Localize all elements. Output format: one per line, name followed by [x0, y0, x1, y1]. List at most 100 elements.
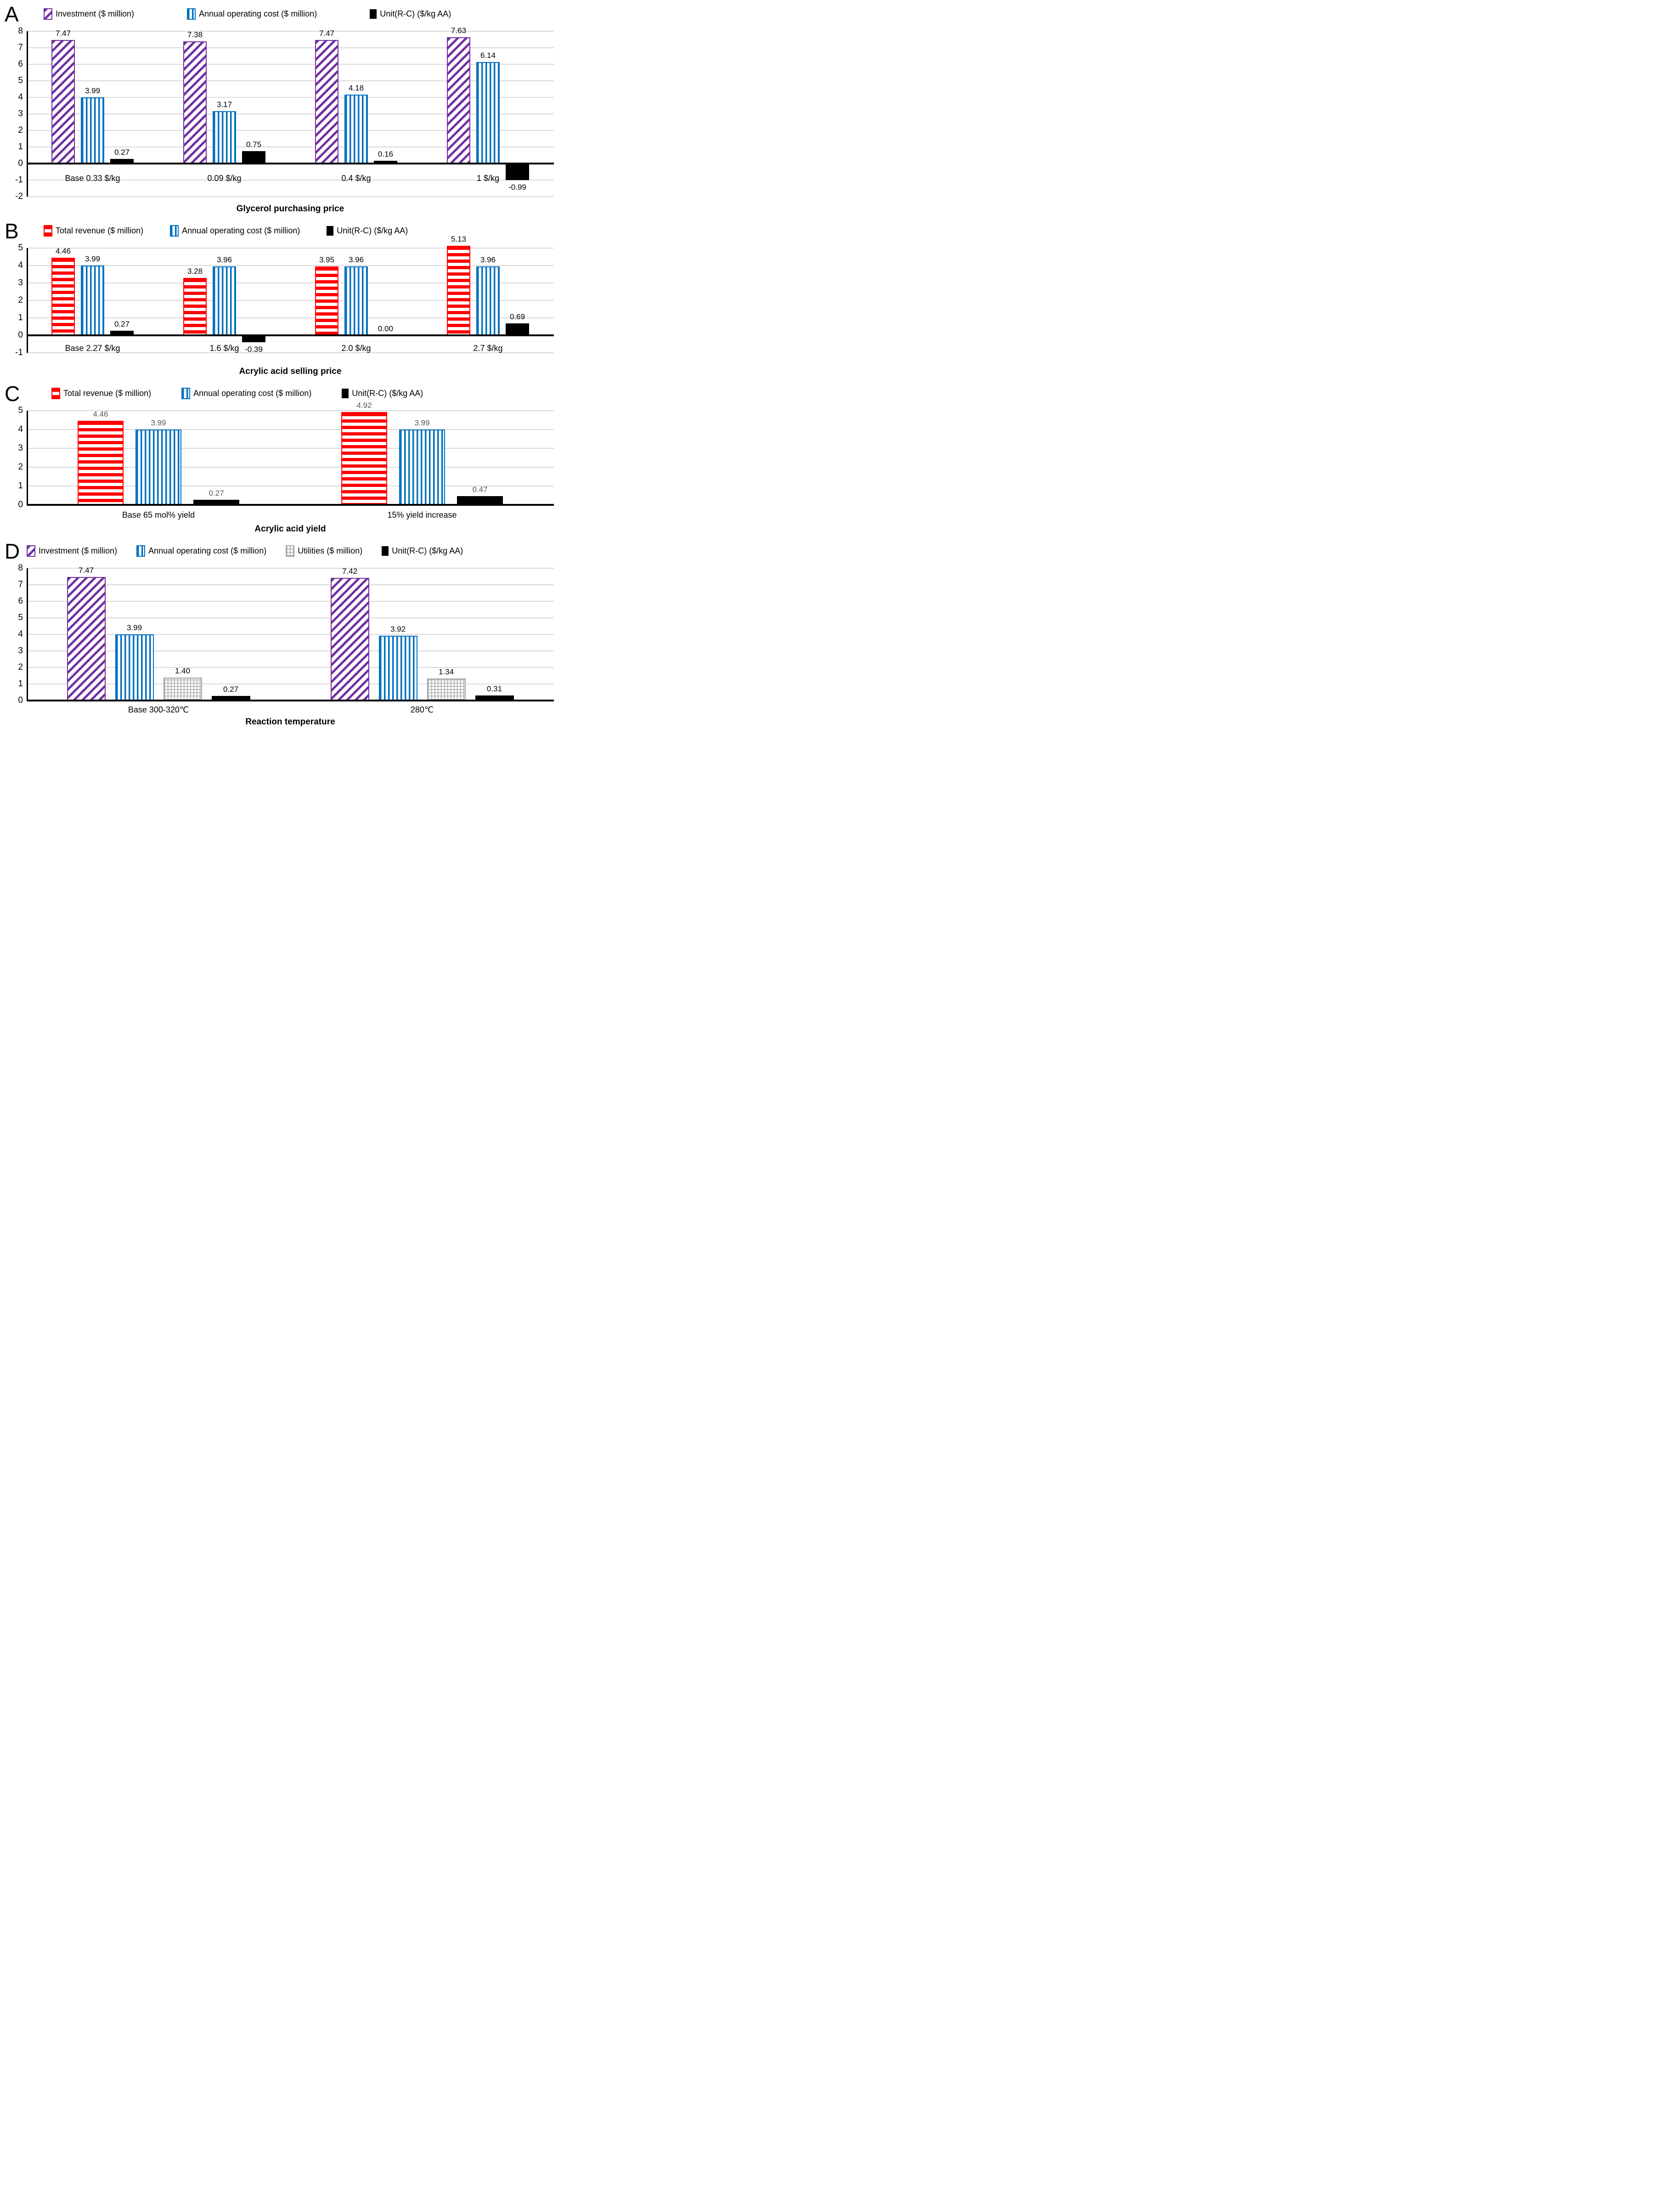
legend-item: Annual operating cost ($ million) — [136, 545, 266, 557]
y-axis-tick-label: 3 — [18, 443, 23, 453]
bar-value-label: 3.99 — [126, 623, 142, 633]
y-axis-tick-label: 0 — [18, 330, 23, 340]
y-axis-tick-label: 0 — [18, 500, 23, 509]
x-axis-category-label: 280℃ — [410, 705, 434, 714]
x-axis-line — [27, 504, 554, 506]
bar-blue-vertical-stripes — [81, 97, 104, 164]
bar-value-label: 0.27 — [114, 319, 130, 328]
gridline — [27, 429, 554, 430]
gridline — [27, 448, 554, 449]
legend-label: Unit(R-C) ($/kg AA) — [337, 226, 408, 235]
bar-value-label: 6.14 — [480, 51, 496, 60]
gridline — [27, 317, 554, 318]
bar-value-label: 3.96 — [348, 255, 364, 264]
gridline — [27, 130, 554, 131]
y-axis-tick-label: 4 — [18, 424, 23, 434]
gridline — [27, 31, 554, 32]
gridline — [27, 47, 554, 48]
y-axis-tick-label: -1 — [15, 348, 23, 357]
legend-item: Total revenue ($ million) — [44, 225, 143, 237]
black-solid-legend-swatch-icon — [327, 226, 334, 236]
bar-black-solid — [475, 695, 514, 701]
bar-blue-vertical-stripes — [344, 94, 368, 164]
y-axis-line — [27, 411, 28, 505]
bar-purple-diagonal-hatch — [183, 41, 207, 164]
x-axis-category-label: 15% yield increase — [387, 510, 457, 520]
legend-label: Investment ($ million) — [56, 9, 135, 18]
bar-value-label: 3.92 — [390, 624, 406, 633]
bar-black-solid — [506, 164, 529, 180]
y-axis-tick-label: 3 — [18, 109, 23, 119]
bar-value-label: 1.40 — [175, 666, 191, 675]
panel-header: A Investment ($ million) Annual operating … — [0, 3, 560, 31]
legend: Total revenue ($ million) Annual operatin… — [51, 388, 423, 399]
bar-red-horizontal-stripes — [51, 257, 75, 335]
bar-purple-diagonal-hatch — [330, 577, 369, 701]
bar-black-solid — [110, 330, 134, 335]
plot-area: 8 7 6 5 4 3 2 1 0 -1 -2 7.47 7.38 7.47 7.63 3.99 3.17 4.1… — [15, 26, 554, 201]
legend-label: Unit(R-C) ($/kg AA) — [380, 9, 451, 18]
gridline — [27, 601, 554, 602]
blue-vertical-stripes-legend-swatch-icon — [181, 388, 191, 399]
gridline — [27, 64, 554, 65]
y-axis-tick-label: 6 — [18, 59, 23, 69]
bar-value-label: 7.38 — [187, 30, 203, 40]
bar-gray-grid — [163, 677, 202, 701]
y-axis-tick-label: 7 — [18, 43, 23, 52]
x-axis-category-label: 0.09 $/kg — [207, 174, 242, 183]
bar-black-solid — [110, 159, 134, 164]
plot-area-wrapper: 8 7 6 5 4 3 2 1 0 -1 -2 7.47 7.38 7.47 7.63 3.99 3.17 4.1… — [15, 26, 554, 214]
bar-value-label: 3.28 — [187, 267, 203, 276]
bar-black-solid — [374, 161, 397, 164]
gridline — [27, 97, 554, 98]
legend-label: Utilities ($ million) — [298, 546, 363, 555]
legend: Investment ($ million) Annual operating c… — [44, 8, 451, 20]
bar-blue-vertical-stripes — [344, 266, 368, 335]
y-axis-line — [27, 31, 28, 197]
bar-value-label: 7.63 — [451, 26, 467, 35]
blue-vertical-stripes-legend-swatch-icon — [170, 225, 179, 237]
bar-blue-vertical-stripes — [476, 62, 500, 164]
bar-black-solid — [506, 323, 529, 335]
gray-grid-legend-swatch-icon — [286, 545, 295, 557]
y-axis-line — [27, 248, 28, 353]
legend-item: Investment ($ million) — [27, 545, 117, 557]
legend-item: Unit(R-C) ($/kg AA) — [342, 389, 423, 398]
bar-black-solid — [211, 696, 250, 701]
bar-value-label: 7.47 — [55, 29, 71, 38]
y-axis-tick-label: 2 — [18, 662, 23, 672]
red-horizontal-stripes-legend-swatch-icon — [44, 225, 52, 237]
bar-blue-vertical-stripes — [378, 635, 417, 701]
bar-value-label: 0.27 — [209, 488, 224, 497]
bar-blue-vertical-stripes — [476, 266, 500, 335]
black-solid-legend-swatch-icon — [370, 9, 377, 19]
bar-purple-diagonal-hatch — [447, 37, 470, 164]
bar-red-horizontal-stripes — [341, 412, 387, 505]
plot-area-wrapper: 5 4 3 2 1 0 -1 4.46 3.28 3.95 5.13 3.99 3.96 3.96 3.96… — [15, 235, 554, 377]
legend-item: Annual operating cost ($ million) — [170, 225, 300, 237]
legend-item: Annual operating cost ($ million) — [181, 388, 311, 399]
bar-blue-vertical-stripes — [399, 430, 445, 505]
legend-label: Annual operating cost ($ million) — [193, 389, 312, 398]
bar-red-horizontal-stripes — [447, 246, 470, 335]
y-axis-tick-label: 5 — [18, 243, 23, 253]
black-solid-legend-swatch-icon — [382, 546, 389, 556]
y-axis-tick-label: 2 — [18, 295, 23, 305]
panel-c: C Total revenue ($ million) Annual operati… — [0, 379, 560, 534]
bar-value-label: 0.27 — [223, 685, 239, 694]
x-axis-category-label: 2.7 $/kg — [473, 344, 503, 353]
bar-red-horizontal-stripes — [315, 266, 338, 335]
y-axis-tick-label: 1 — [18, 481, 23, 491]
legend-label: Investment ($ million) — [39, 546, 118, 555]
y-axis-tick-label: 4 — [18, 629, 23, 639]
gridline — [27, 196, 554, 197]
bar-value-label: 3.17 — [216, 100, 232, 109]
bar-value-label: 0.75 — [246, 140, 262, 149]
y-axis-tick-label: 4 — [18, 92, 23, 102]
plot-area-wrapper: 5 4 3 2 1 0 4.46 4.92 3.99 3.99 0.27 0.47 Base 65 mo… — [18, 401, 554, 534]
legend: Investment ($ million) Annual operating c… — [27, 545, 463, 557]
gridline — [27, 300, 554, 301]
bar-black-solid — [457, 496, 503, 505]
x-axis-category-label: Base 300-320℃ — [128, 705, 189, 714]
y-axis-line — [27, 568, 28, 701]
